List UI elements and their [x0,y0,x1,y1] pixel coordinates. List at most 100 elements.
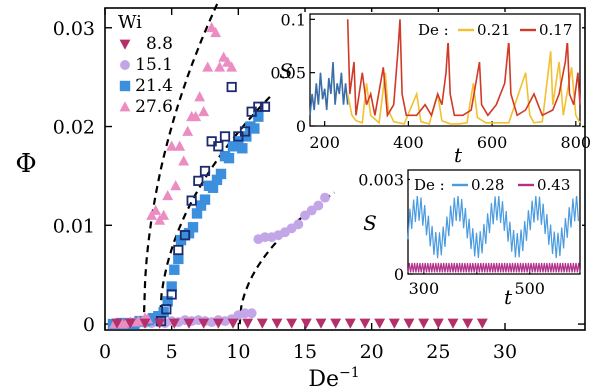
main-legend-entry: 21.4 [135,76,173,96]
main-data-point [418,318,430,329]
main-data-point [179,230,191,241]
inset2-legend-entry: 0.43 [537,176,570,194]
inset1-x-tick-label: 400 [393,133,424,152]
main-data-point [198,318,210,329]
main-data-point [315,318,327,329]
main-data-point [210,26,222,38]
main-data-point [403,318,415,329]
main-data-point [253,111,264,122]
inset1-y-tick-label: 0.1 [281,10,306,29]
main-legend-entry: 15.1 [135,55,173,75]
inset1-series-line [346,51,581,125]
inset1-series-lines [309,19,581,125]
main-data-point [161,304,172,315]
main-data-point [359,318,371,329]
main-legend-title: Wi [118,12,142,33]
main-y-tick-label: 0.02 [53,117,95,139]
main-data-point [219,131,231,142]
main-x-tick-label: 25 [426,341,450,363]
inset1-x-tick-label: 600 [477,133,508,152]
inset2-series-line [407,195,579,259]
main-data-point [226,81,237,93]
main-data-point [187,222,199,233]
main-data-point [202,61,214,72]
main-data-point [147,312,159,324]
inset1-x-axis-label: t [454,143,463,167]
main-y-tick-label: 0.03 [53,18,95,40]
main-legend-marker [119,80,131,92]
inset2-plot-frame [407,169,581,275]
main-legend-entry: 8.8 [146,34,173,54]
main-x-axis-label-base: De [308,367,339,392]
main-data-point [226,61,238,72]
inset2-x-axis-label: t [504,285,513,309]
main-data-point [227,141,239,152]
inset2-panel: 300 500 0 0.003 S t De : 0.28 0.43 [358,168,582,309]
main-data-point [173,244,184,256]
main-y-tick-label: 0 [83,314,95,336]
inset2-legend-entry: 0.28 [471,176,504,194]
main-data-point [344,318,356,329]
main-data-point [178,155,190,166]
main-data-point [158,307,169,318]
main-data-point [190,110,202,122]
main-data-point [242,318,254,329]
main-fit-curve [142,0,221,325]
inset2-series-line [407,262,581,273]
main-data-point [388,318,400,329]
main-x-tick-label: 0 [99,341,111,363]
main-data-point [166,289,177,300]
inset1-y-axis-label: S [279,59,293,83]
main-data-point [162,189,174,201]
inset1-y-tick-label: 0 [296,117,306,136]
inset1-legend: De : 0.21 0.17 [412,17,578,43]
main-data-point [150,204,162,215]
inset1-legend-box [412,17,578,43]
main-fit-curve [158,94,273,325]
main-data-point [330,318,342,329]
main-data-point [191,208,203,219]
main-data-point [199,165,211,177]
inset2-legend-box [410,172,578,196]
inset2-legend: De : 0.28 0.43 [410,172,578,196]
main-data-point [246,308,257,319]
inset1-series-line [309,61,349,116]
main-x-axis-label-exponent: −1 [339,365,360,381]
inset1-legend-entry: 0.21 [477,21,510,39]
main-data-point [199,194,211,205]
main-data-point [239,126,251,137]
main-x-tick-label: 15 [293,341,317,363]
main-data-point [211,174,223,186]
inset2-y-tick-label: 0 [394,265,404,284]
inset1-axis-ticks: 200 400 600 800 0 0.05 0.1 [270,10,590,152]
main-data-point [227,318,239,329]
main-x-tick-label: 10 [226,341,250,363]
main-x-axis-label: De−1 [308,365,359,392]
inset1-legend-label: De : [418,21,449,39]
main-data-point [476,318,488,329]
inset2-x-tick-label: 500 [514,279,545,298]
main-data-point [170,180,182,191]
main-data-point [432,318,444,329]
main-data-point [253,101,264,112]
main-data-point [198,105,210,117]
main-data-point [195,200,207,211]
main-data-point [286,318,298,329]
inset1-legend-entry: 0.17 [539,21,572,39]
main-legend-marker [119,39,131,50]
main-data-point [154,318,166,329]
main-data-point [237,143,248,154]
inset2-y-tick-label: 0.003 [358,170,404,189]
main-data-point [182,125,194,136]
main-data-point [173,253,184,265]
main-x-tick-label: 5 [166,341,178,363]
main-data-point [259,101,271,112]
main-x-tick-label: 30 [493,341,517,363]
main-data-point [214,61,226,72]
main-data-point [166,281,177,292]
main-data-point [139,318,151,329]
inset2-y-axis-label: S [363,211,377,235]
main-data-point [174,140,186,151]
